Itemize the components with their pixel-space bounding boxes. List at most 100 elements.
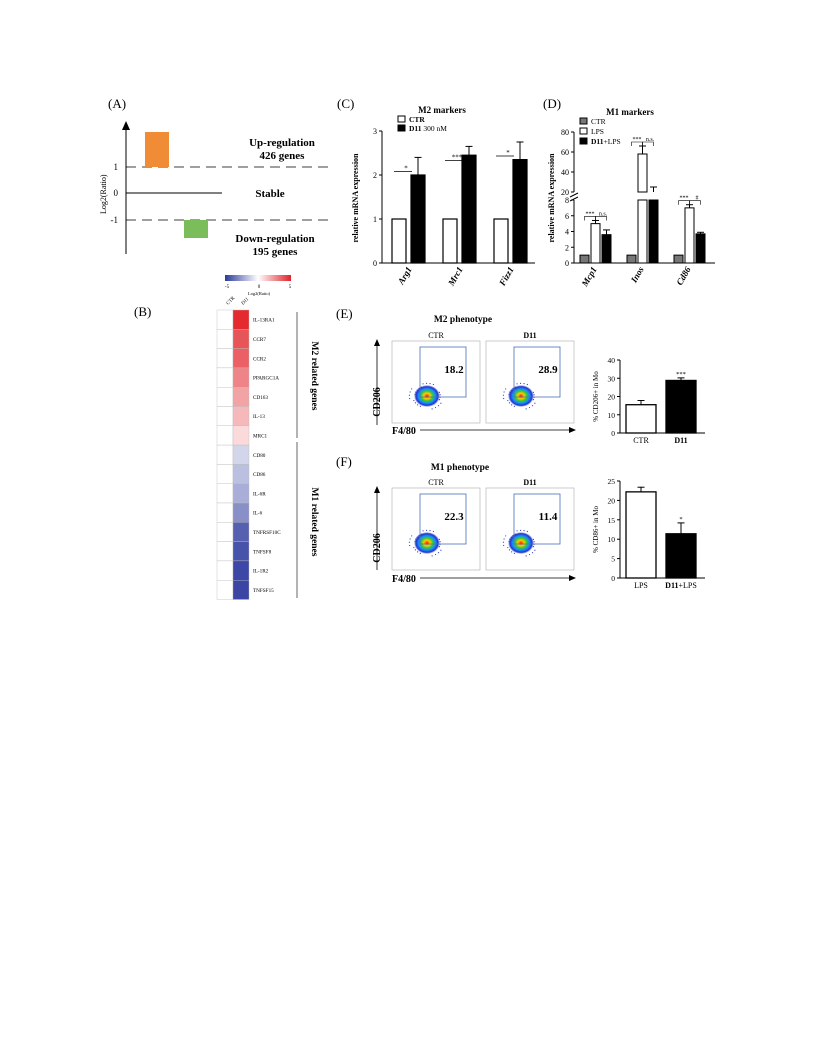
heatmap-cell-d11-cd163: [232, 387, 250, 407]
d-ytick-label: 8: [565, 196, 569, 205]
heatmap-gene-label: CCR2: [253, 356, 266, 362]
panel-a-tick-minus1: -1: [111, 215, 119, 225]
heatmap-cell-ctr-il-6: [216, 502, 234, 523]
f-ytick-label: 0: [611, 574, 615, 583]
heatmap-gene-label: CD86: [253, 472, 266, 478]
d-ytick-label: 60: [561, 148, 569, 157]
panel-e-letter: (E): [336, 306, 353, 321]
panel-f-title: M1 phenotype: [431, 463, 489, 473]
panel-f-xaxis: F4/80: [392, 574, 416, 585]
d-bar-cd86-0: [673, 254, 684, 264]
c-ytick-label: 2: [373, 171, 377, 180]
heatmap-cell-ctr-mrc1: [216, 425, 234, 446]
e-event-dot: [503, 391, 505, 393]
e-ytick-label: 10: [608, 411, 616, 420]
c-bar-arg1-d11: [410, 174, 426, 264]
panel-b-col-d11: D11: [240, 297, 250, 307]
f-density-cloud: [414, 532, 440, 554]
f-event-dot: [502, 541, 505, 543]
panel-b-scale-label: Log2(Ratio): [248, 291, 271, 296]
f-event-dot: [507, 546, 509, 549]
panel-b-m2-label: M2 related genes: [309, 342, 319, 411]
heatmap-cell-d11-il-1r2: [232, 560, 250, 581]
panel-f-yaxis: CD206: [372, 533, 383, 562]
e-event-dot: [413, 399, 415, 402]
e-event-dot: [516, 383, 518, 385]
panel-a: (A) Log2(Ratio) 1 0 -1 Up-regulation 426…: [99, 96, 330, 258]
heatmap-cell-d11-ppargc1a: [232, 367, 250, 388]
f-plot-frame: [485, 487, 575, 571]
e-event-dot: [508, 402, 511, 404]
f-ylabel: % CD86+ in Mo: [592, 506, 600, 553]
heatmap-gene-label: CD80: [253, 453, 266, 459]
f-event-dot: [528, 553, 531, 556]
e-ytick-label: 30: [608, 374, 616, 383]
f-event-dot: [411, 535, 413, 537]
panel-c-letter: (C): [337, 96, 354, 111]
heatmap-cell-d11-tnfrsf10c: [232, 522, 250, 542]
c-legend-swatch: [397, 115, 406, 123]
panel-e-y-arrowhead: [374, 339, 380, 346]
e-event-dot: [429, 383, 431, 385]
e-event-dot: [409, 391, 411, 393]
panel-d: (D) M1 markers relative mRNA expression …: [543, 96, 715, 289]
e-event-dot: [419, 405, 421, 407]
panel-d-chart: 0 2 4 6 820 40 60 80 *** n.s. Mcp1 *** n.s. Inos *** # C…: [561, 117, 715, 289]
c-ytick-label: 1: [373, 215, 377, 224]
f-ytick-label: 15: [608, 516, 616, 525]
d-ytick-label: 0: [565, 259, 569, 268]
d-legend-label: CTR: [591, 117, 606, 126]
e-ytick-label: 20: [608, 393, 616, 402]
f-event-dot: [409, 538, 411, 540]
d-bar-mcp1-1: [590, 223, 601, 264]
d-sig-label: ***: [680, 196, 689, 202]
e-plot-label: D11: [523, 331, 536, 340]
heatmap-cell-d11-cd80: [232, 444, 250, 465]
f-plot-frame: [391, 487, 481, 571]
e-gate: [513, 346, 561, 398]
c-bar-fizz1-d11: [512, 159, 528, 264]
e-gate-percent: 18.2: [444, 364, 464, 376]
f-event-dot: [429, 530, 431, 532]
d-legend-swatch: [579, 127, 588, 135]
heatmap-gene-label: TNFRSF10C: [253, 530, 281, 536]
panel-a-ylabel: Log2(Ratio): [99, 174, 108, 214]
panel-b-scale-mid: 0: [258, 285, 261, 290]
e-density-cloud: [508, 385, 534, 407]
heatmap-gene-label: MRC1: [253, 433, 268, 439]
d-sig-label: n.s.: [599, 211, 608, 217]
d-category-label: Inos: [628, 265, 646, 286]
d-axis-break: [569, 192, 579, 198]
f-event-dot: [419, 552, 421, 554]
f-gate: [419, 493, 467, 545]
e-event-dot: [523, 383, 525, 385]
c-bar-arg1-ctr: [391, 218, 407, 264]
heatmap-cell-ctr-cd80: [216, 444, 234, 465]
e-event-dot: [513, 405, 515, 407]
e-event-dot: [414, 402, 417, 404]
heatmap-cell-ctr-tnfsf8: [216, 541, 234, 562]
heatmap-cell-d11-il-6: [232, 502, 250, 523]
panel-e: (E) M2 phenotype CD206 F4/80 CTR 18.2 D11 2…: [336, 306, 705, 445]
e-gate-percent: 28.9: [538, 364, 558, 376]
d-bar-cd86-1: [684, 207, 695, 264]
panel-b-m1-label: M1 related genes: [309, 488, 319, 557]
c-bar-mrc1-ctr: [442, 218, 458, 264]
heatmap-cell-ctr-ppargc1a: [216, 367, 234, 388]
e-event-dot: [526, 383, 528, 386]
heatmap-gene-label: PPARGC1A: [253, 376, 279, 382]
panel-a-down-label: Down-regulation: [235, 233, 314, 245]
heatmap-gene-label: IL-6: [253, 511, 263, 517]
d-sig-label: ***: [633, 137, 642, 143]
f-event-dot: [526, 530, 528, 533]
panel-b-col-ctr: CTR: [226, 296, 237, 307]
heatmap-gene-label: CD163: [253, 395, 268, 401]
panel-a-up-bar: [145, 132, 169, 167]
e-event-dot: [528, 406, 531, 409]
e-bar-1: [665, 379, 697, 434]
f-event-dot: [513, 552, 515, 554]
d-bar-inos-1-lower: [637, 199, 648, 264]
panel-b-scale-max: 5: [289, 285, 292, 290]
f-sig-label: *: [679, 516, 682, 523]
e-plot-label: CTR: [428, 331, 444, 340]
